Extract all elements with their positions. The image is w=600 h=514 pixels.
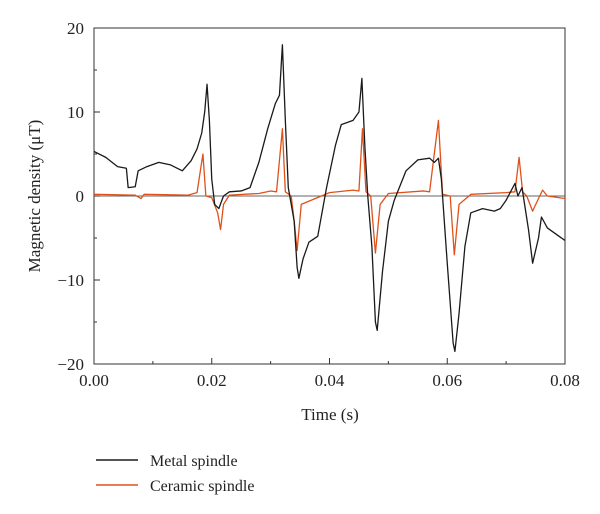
legend: Metal spindle Ceramic spindle xyxy=(96,453,254,495)
x-tick-label: 0.08 xyxy=(550,371,580,390)
x-tick-label: 0.02 xyxy=(197,371,227,390)
y-tick-label: −10 xyxy=(57,271,84,290)
y-axis-label: Magnetic density (μT) xyxy=(25,120,44,273)
legend-label-ceramic-spindle: Ceramic spindle xyxy=(150,478,254,495)
x-tick-label: 0.04 xyxy=(315,371,345,390)
x-tick-label: 0.00 xyxy=(79,371,109,390)
series-line-metal-spindle xyxy=(93,44,566,353)
x-tick-label: 0.06 xyxy=(432,371,462,390)
series-lines xyxy=(93,44,566,353)
y-tick-label: −20 xyxy=(57,355,84,374)
axes xyxy=(93,27,566,365)
series-line-ceramic-spindle xyxy=(93,119,566,256)
x-axis-label: Time (s) xyxy=(301,405,358,424)
y-tick-label: 20 xyxy=(67,19,84,38)
y-tick-label: 0 xyxy=(76,187,85,206)
ticks: 0.00 0.02 0.04 0.06 0.08 −20 −10 0 10 20 xyxy=(57,19,579,390)
legend-label-metal-spindle: Metal spindle xyxy=(150,453,238,470)
y-tick-label: 10 xyxy=(67,103,84,122)
